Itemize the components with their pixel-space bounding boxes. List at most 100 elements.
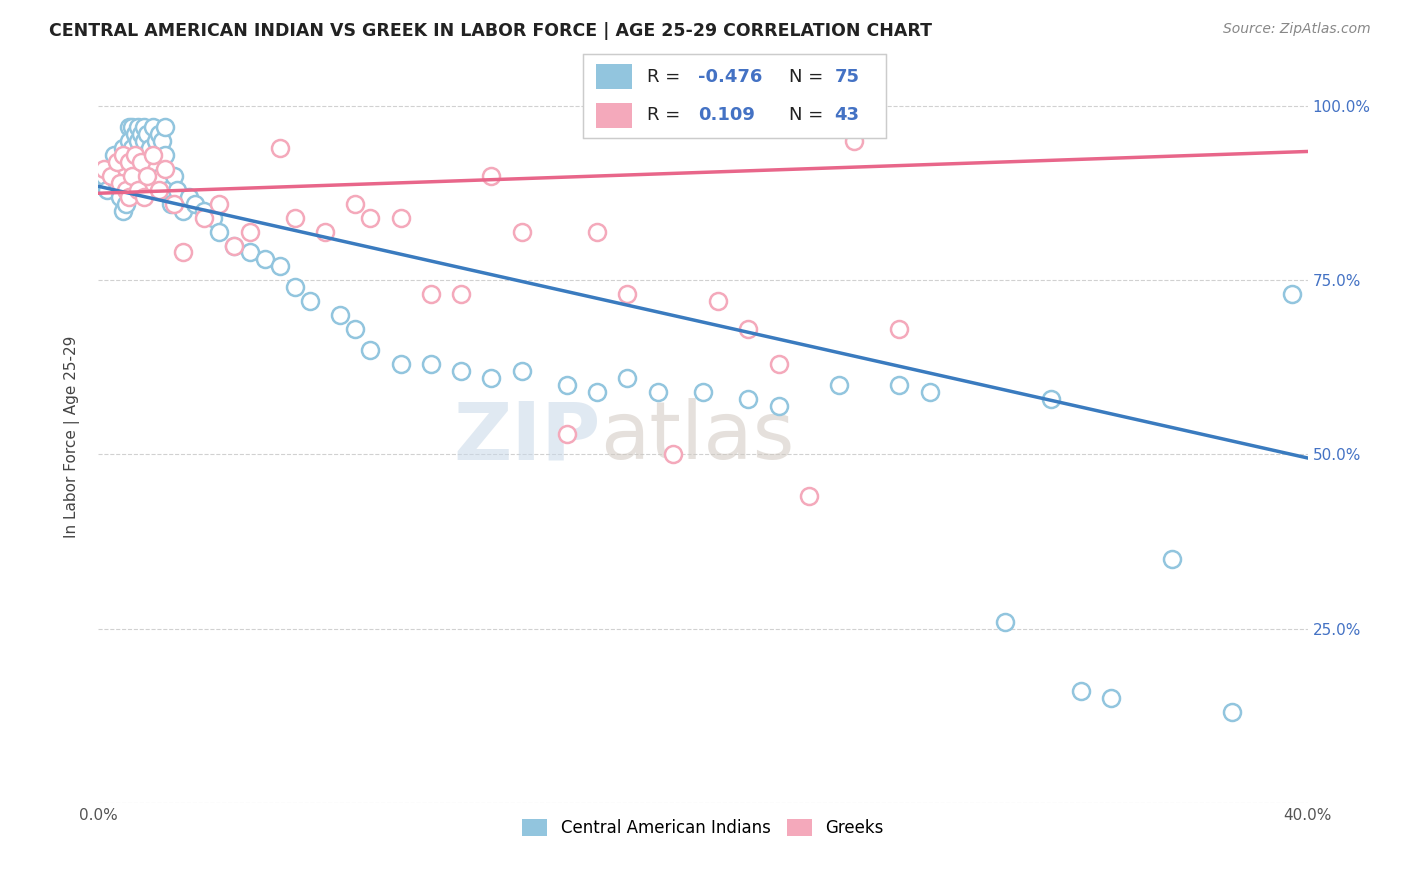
Point	[121, 120, 143, 134]
Point	[889, 377, 911, 392]
Point	[193, 203, 215, 218]
Point	[1070, 684, 1092, 698]
Point	[450, 364, 472, 378]
Point	[93, 169, 115, 183]
Point	[127, 183, 149, 197]
Y-axis label: In Labor Force | Age 25-29: In Labor Force | Age 25-29	[63, 336, 80, 538]
Point	[163, 196, 186, 211]
Point	[100, 161, 122, 176]
Point	[224, 238, 246, 252]
Point	[132, 148, 155, 162]
Point	[450, 287, 472, 301]
Point	[616, 287, 638, 301]
Point	[1220, 705, 1243, 719]
Point	[184, 196, 207, 211]
Point	[1160, 552, 1182, 566]
Point	[420, 287, 443, 301]
Text: 0.109: 0.109	[699, 106, 755, 124]
Point	[1099, 691, 1122, 706]
Point	[166, 183, 188, 197]
Point	[96, 183, 118, 197]
Point	[586, 384, 609, 399]
Point	[360, 211, 382, 225]
Point	[145, 134, 167, 148]
Point	[172, 245, 194, 260]
Point	[118, 120, 141, 134]
Point	[647, 384, 669, 399]
Point	[329, 308, 352, 322]
Point	[239, 245, 262, 260]
Point	[121, 169, 143, 183]
Point	[768, 357, 790, 371]
Point	[132, 134, 155, 148]
Point	[844, 134, 866, 148]
Point	[481, 371, 503, 385]
Point	[344, 196, 367, 211]
Text: atlas: atlas	[600, 398, 794, 476]
Point	[124, 148, 146, 162]
Point	[344, 322, 367, 336]
Point	[510, 225, 533, 239]
Point	[153, 120, 176, 134]
Point	[111, 148, 134, 162]
Text: N =: N =	[789, 106, 830, 124]
Point	[148, 127, 170, 141]
Point	[239, 225, 262, 239]
Point	[481, 169, 503, 183]
Point	[127, 134, 149, 148]
Point	[156, 183, 179, 197]
Text: R =: R =	[647, 68, 686, 86]
Point	[918, 384, 941, 399]
Point	[142, 148, 165, 162]
Point	[111, 203, 134, 218]
Bar	[596, 103, 631, 128]
Point	[114, 183, 136, 197]
Point	[661, 448, 683, 462]
Point	[135, 127, 157, 141]
Point	[111, 141, 134, 155]
Point	[193, 211, 215, 225]
Point	[153, 148, 176, 162]
Point	[103, 148, 125, 162]
Point	[100, 169, 122, 183]
Point	[555, 377, 578, 392]
Point	[118, 134, 141, 148]
Point	[510, 364, 533, 378]
Point	[224, 238, 246, 252]
Point	[208, 225, 231, 239]
Point	[135, 169, 157, 183]
Point	[105, 176, 128, 190]
Point	[108, 155, 131, 169]
Point	[142, 155, 165, 169]
Bar	[596, 63, 631, 89]
Point	[129, 169, 152, 183]
Point	[93, 161, 115, 176]
Point	[314, 225, 336, 239]
Point	[129, 127, 152, 141]
Point	[299, 294, 322, 309]
Point	[127, 120, 149, 134]
Point	[737, 392, 759, 406]
Point	[129, 155, 152, 169]
Point	[160, 196, 183, 211]
Point	[148, 183, 170, 197]
Point	[555, 426, 578, 441]
Point	[253, 252, 276, 267]
Point	[108, 176, 131, 190]
Point	[692, 384, 714, 399]
Legend: Central American Indians, Greeks: Central American Indians, Greeks	[513, 811, 893, 846]
Point	[208, 196, 231, 211]
Point	[172, 203, 194, 218]
Point	[132, 120, 155, 134]
Point	[139, 141, 162, 155]
Point	[121, 141, 143, 155]
Point	[105, 155, 128, 169]
Point	[1039, 392, 1062, 406]
Point	[889, 322, 911, 336]
Text: CENTRAL AMERICAN INDIAN VS GREEK IN LABOR FORCE | AGE 25-29 CORRELATION CHART: CENTRAL AMERICAN INDIAN VS GREEK IN LABO…	[49, 22, 932, 40]
Text: R =: R =	[647, 106, 692, 124]
Point	[707, 294, 730, 309]
Text: Source: ZipAtlas.com: Source: ZipAtlas.com	[1223, 22, 1371, 37]
Point	[768, 399, 790, 413]
Text: N =: N =	[789, 68, 830, 86]
